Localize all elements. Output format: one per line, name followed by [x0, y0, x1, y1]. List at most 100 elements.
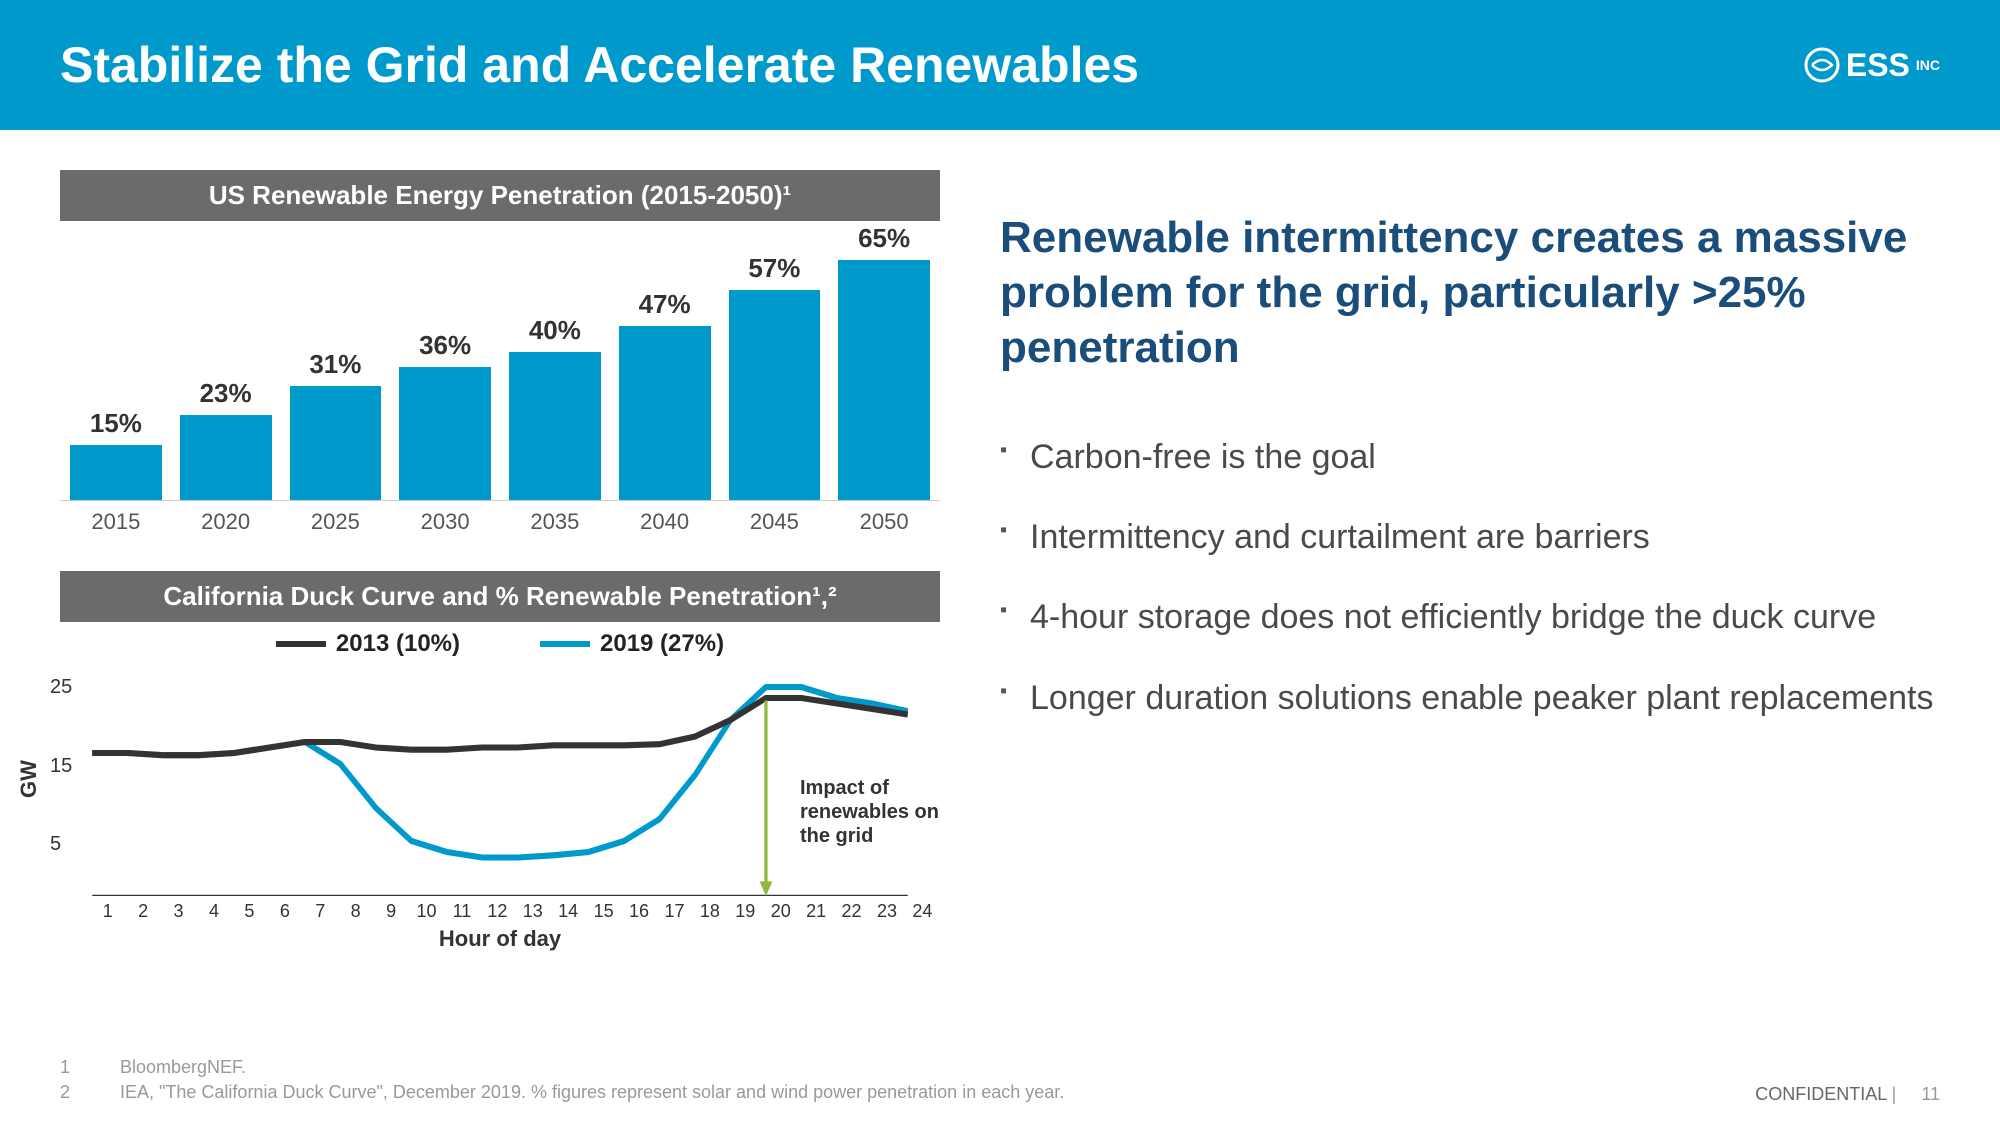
right-column: Renewable intermittency creates a massiv… [1000, 170, 1940, 956]
y-axis-label: GW [16, 760, 42, 798]
bar-category-label: 2040 [619, 509, 711, 535]
bar-item: 31% [290, 349, 382, 500]
x-tick: 16 [621, 901, 656, 922]
legend-label: 2013 (10%) [336, 630, 460, 658]
y-tick: 25 [50, 676, 72, 699]
bar-rect [729, 290, 821, 500]
bar-category-label: 2030 [399, 509, 491, 535]
x-tick: 5 [232, 901, 267, 922]
bullet-item: Carbon-free is the goal [1000, 435, 1940, 479]
x-tick: 2 [125, 901, 160, 922]
logo-swirl-icon [1804, 47, 1840, 83]
bullet-item: Longer duration solutions enable peaker … [1000, 676, 1940, 720]
bar-category-label: 2020 [180, 509, 272, 535]
x-axis-label: Hour of day [60, 926, 940, 952]
bar-rect [399, 367, 491, 500]
line-series [92, 698, 908, 755]
x-tick: 18 [692, 901, 727, 922]
confidential-label: CONFIDENTIAL [1755, 1084, 1886, 1104]
bar-value-label: 31% [309, 349, 361, 380]
bar-rect [70, 445, 162, 500]
chart-annotation: Impact of renewables on the grid [800, 776, 950, 848]
bar-value-label: 47% [639, 289, 691, 320]
footer: 1 BloombergNEF. 2 IEA, "The California Duck… [60, 1055, 1940, 1105]
bar-rect [290, 386, 382, 500]
footnote-row: 2 IEA, "The California Duck Curve", Decem… [60, 1080, 1064, 1105]
legend-item: 2013 (10%) [276, 630, 460, 658]
y-axis-ticks: 25 15 5 [50, 676, 72, 856]
bar-category-label: 2025 [290, 509, 382, 535]
bar-value-label: 15% [90, 408, 142, 439]
x-tick: 21 [798, 901, 833, 922]
legend-swatch [276, 641, 326, 647]
line-chart: GW 25155 1234567891011121314151617181920… [60, 676, 940, 956]
headline-text: Renewable intermittency creates a massiv… [1000, 210, 1940, 375]
legend-swatch [540, 641, 590, 647]
page-number: 11 [1921, 1084, 1940, 1104]
content-area: US Renewable Energy Penetration (2015-20… [0, 130, 2000, 956]
x-tick: 3 [161, 901, 196, 922]
x-tick: 12 [480, 901, 515, 922]
arrow-head-icon [760, 881, 773, 896]
y-tick: 15 [50, 755, 72, 778]
bar-chart: 15%23%31%36%40%47%57%65% 201520202025203… [60, 231, 940, 551]
line-chart-legend: 2013 (10%) 2019 (27%) [60, 622, 940, 666]
footnote-text: IEA, "The California Duck Curve", Decemb… [120, 1080, 1064, 1105]
x-tick: 10 [409, 901, 444, 922]
bar-item: 65% [838, 223, 930, 500]
bar-rect [509, 352, 601, 500]
footnote-number: 2 [60, 1080, 80, 1105]
x-tick: 7 [303, 901, 338, 922]
bar-rect [619, 326, 711, 500]
x-tick: 15 [586, 901, 621, 922]
footnote-text: BloombergNEF. [120, 1055, 246, 1080]
x-tick: 9 [373, 901, 408, 922]
x-tick: 24 [905, 901, 940, 922]
bullet-list: Carbon-free is the goal Intermittency and… [1000, 435, 1940, 720]
bar-value-label: 36% [419, 330, 471, 361]
line-chart-title: California Duck Curve and % Renewable Pe… [60, 571, 940, 622]
bar-rect [180, 415, 272, 500]
bar-value-label: 40% [529, 315, 581, 346]
bar-item: 57% [729, 253, 821, 500]
bar-item: 40% [509, 315, 601, 500]
logo-text: ESS [1846, 47, 1910, 84]
x-tick: 13 [515, 901, 550, 922]
slide-title: Stabilize the Grid and Accelerate Renewa… [60, 36, 1139, 94]
line-series [92, 687, 908, 858]
x-tick: 17 [657, 901, 692, 922]
x-tick: 19 [728, 901, 763, 922]
bar-value-label: 23% [200, 378, 252, 409]
bullet-item: Intermittency and curtailment are barrie… [1000, 515, 1940, 559]
x-tick: 20 [763, 901, 798, 922]
bar-chart-title: US Renewable Energy Penetration (2015-20… [60, 170, 940, 221]
left-column: US Renewable Energy Penetration (2015-20… [60, 170, 940, 956]
bar-item: 47% [619, 289, 711, 500]
legend-label: 2019 (27%) [600, 630, 724, 658]
bullet-item: 4-hour storage does not efficiently brid… [1000, 595, 1940, 639]
x-tick: 22 [834, 901, 869, 922]
bar-item: 23% [180, 378, 272, 500]
bar-item: 36% [399, 330, 491, 500]
header-bar: Stabilize the Grid and Accelerate Renewa… [0, 0, 2000, 130]
x-tick: 8 [338, 901, 373, 922]
footnote-number: 1 [60, 1055, 80, 1080]
bar-rect [838, 260, 930, 500]
legend-item: 2019 (27%) [540, 630, 724, 658]
line-chart-section: California Duck Curve and % Renewable Pe… [60, 571, 940, 956]
footer-right: CONFIDENTIAL | 11 [1755, 1084, 1940, 1105]
bar-category-label: 2015 [70, 509, 162, 535]
x-axis-ticks: 123456789101112131415161718192021222324 [60, 901, 940, 922]
x-tick: 1 [90, 901, 125, 922]
divider: | [1892, 1084, 1902, 1104]
x-tick: 14 [550, 901, 585, 922]
x-tick: 11 [444, 901, 479, 922]
y-tick: 5 [50, 833, 72, 856]
bar-item: 15% [70, 408, 162, 500]
bar-category-label: 2035 [509, 509, 601, 535]
x-tick: 23 [869, 901, 904, 922]
x-tick: 4 [196, 901, 231, 922]
footnote-row: 1 BloombergNEF. [60, 1055, 1064, 1080]
bar-value-label: 65% [858, 223, 910, 254]
bar-category-label: 2050 [838, 509, 930, 535]
